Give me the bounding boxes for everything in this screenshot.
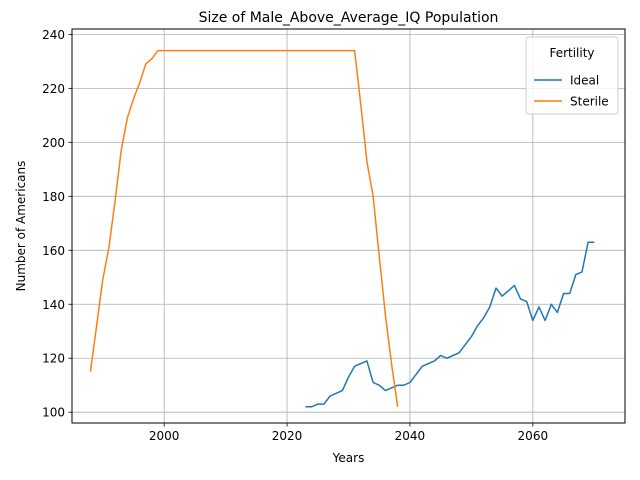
x-axis-label: Years — [332, 451, 365, 465]
series-group — [89, 49, 595, 408]
x-tick-label: 2020 — [272, 429, 303, 443]
legend-label-ideal: Ideal — [570, 74, 599, 88]
y-axis-label: Number of Americans — [14, 161, 28, 292]
x-axis: 2000 2020 2040 2060 — [149, 423, 548, 443]
x-tick-label: 2040 — [395, 429, 426, 443]
y-tick-label: 120 — [42, 352, 65, 366]
series-line-sterile — [89, 49, 399, 407]
legend-box — [525, 36, 619, 115]
grid — [72, 29, 625, 423]
y-axis: 100 120 140 160 180 200 220 240 — [42, 28, 72, 420]
legend: Fertility Ideal Sterile — [525, 36, 619, 115]
chart-title: Size of Male_Above_Average_IQ Population — [199, 10, 499, 26]
y-tick-label: 200 — [42, 136, 65, 150]
y-tick-label: 100 — [42, 406, 65, 420]
legend-label-sterile: Sterile — [570, 95, 609, 109]
y-tick-label: 220 — [42, 82, 65, 96]
x-tick-label: 2000 — [149, 429, 180, 443]
y-tick-label: 240 — [42, 28, 65, 42]
y-tick-label: 160 — [42, 244, 65, 258]
y-tick-label: 140 — [42, 298, 65, 312]
series-line-ideal — [305, 241, 595, 408]
y-tick-label: 180 — [42, 190, 65, 204]
plot-frame — [71, 28, 626, 424]
legend-title: Fertility — [549, 46, 594, 60]
x-tick-label: 2060 — [518, 429, 549, 443]
